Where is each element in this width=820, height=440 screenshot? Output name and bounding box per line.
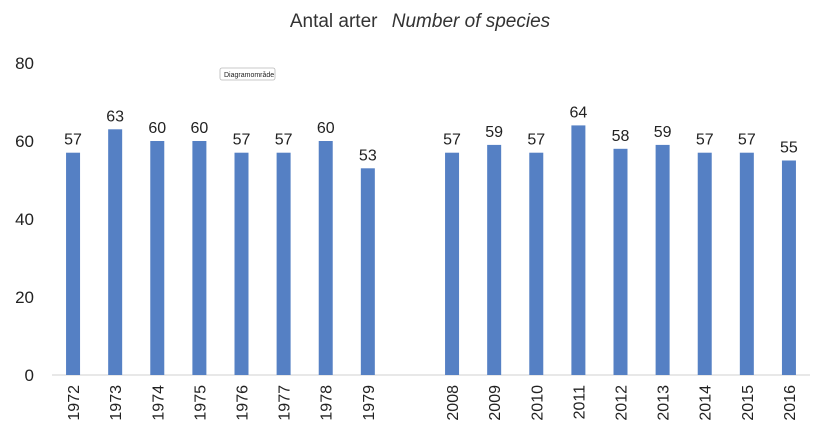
data-label: 64 xyxy=(569,104,587,121)
data-label: 57 xyxy=(275,132,293,149)
x-tick-label: 1975 xyxy=(192,385,209,421)
bar xyxy=(529,152,544,375)
data-label: 60 xyxy=(148,120,166,137)
data-label: 57 xyxy=(738,132,756,149)
x-tick-labels: 1972 1973 1974 1975 1976 1977 1978 1979 2008 2009… xyxy=(66,385,799,421)
x-tick-label: 2010 xyxy=(529,385,546,421)
y-tick-label: 20 xyxy=(15,288,34,307)
x-tick-label: 2013 xyxy=(656,385,673,421)
bar xyxy=(655,144,670,375)
bar xyxy=(487,144,502,375)
chart-title-english: Number of species xyxy=(392,11,551,32)
bar xyxy=(739,152,754,375)
data-label: 57 xyxy=(64,132,82,149)
x-tick-label: 1973 xyxy=(108,385,125,421)
bar xyxy=(192,141,207,375)
data-label: 57 xyxy=(527,132,545,149)
data-label: 63 xyxy=(106,108,124,125)
bar xyxy=(613,148,628,375)
data-label: 55 xyxy=(780,140,798,157)
bars xyxy=(66,125,796,376)
y-axis: 0 20 40 60 80 xyxy=(15,54,34,385)
x-tick-label: 2015 xyxy=(740,385,757,421)
bar xyxy=(571,125,586,376)
bar xyxy=(150,141,165,375)
y-tick-label: 80 xyxy=(15,54,34,73)
chart-area-tooltip: Diagramområde xyxy=(219,67,276,81)
bar xyxy=(276,152,291,375)
data-label: 59 xyxy=(654,124,672,141)
data-label: 60 xyxy=(317,120,335,137)
x-tick-label: 2011 xyxy=(571,385,588,420)
chart-title: Antal arter Number of species xyxy=(290,11,551,32)
x-tick-label: 1979 xyxy=(361,385,378,421)
tooltip-box xyxy=(219,67,276,81)
data-label: 57 xyxy=(443,132,461,149)
x-tick-label: 2016 xyxy=(782,385,799,421)
data-label: 57 xyxy=(696,132,714,149)
bar xyxy=(234,152,249,375)
x-tick-label: 2008 xyxy=(445,385,462,421)
bar xyxy=(781,160,796,375)
x-tick-label: 1978 xyxy=(319,385,336,421)
bar xyxy=(108,129,123,375)
bar xyxy=(697,152,712,375)
data-label: 53 xyxy=(359,147,377,164)
bar xyxy=(360,168,375,375)
chart-title-swedish: Antal arter xyxy=(290,11,378,32)
x-tick-label: 1972 xyxy=(66,385,83,421)
x-tick-label: 1974 xyxy=(150,385,167,421)
x-tick-label: 2014 xyxy=(698,385,715,421)
bar xyxy=(445,152,460,375)
x-tick-label: 2009 xyxy=(487,385,504,421)
x-tick-label: 1977 xyxy=(277,385,294,421)
data-label: 59 xyxy=(485,124,503,141)
data-labels: 57 63 60 60 57 57 60 53 57 59 57 64 58 59 57 57 55 xyxy=(64,104,798,164)
data-label: 60 xyxy=(190,120,208,137)
bar xyxy=(66,152,81,375)
data-label: 57 xyxy=(233,132,251,149)
x-tick-label: 1976 xyxy=(235,385,252,421)
y-tick-label: 60 xyxy=(15,132,34,151)
tooltip-text: Diagramområde xyxy=(224,71,274,79)
y-tick-label: 40 xyxy=(15,210,34,229)
data-label: 58 xyxy=(612,128,630,145)
x-tick-label: 2012 xyxy=(614,385,631,421)
y-tick-label: 0 xyxy=(25,366,34,385)
bar xyxy=(318,141,333,375)
